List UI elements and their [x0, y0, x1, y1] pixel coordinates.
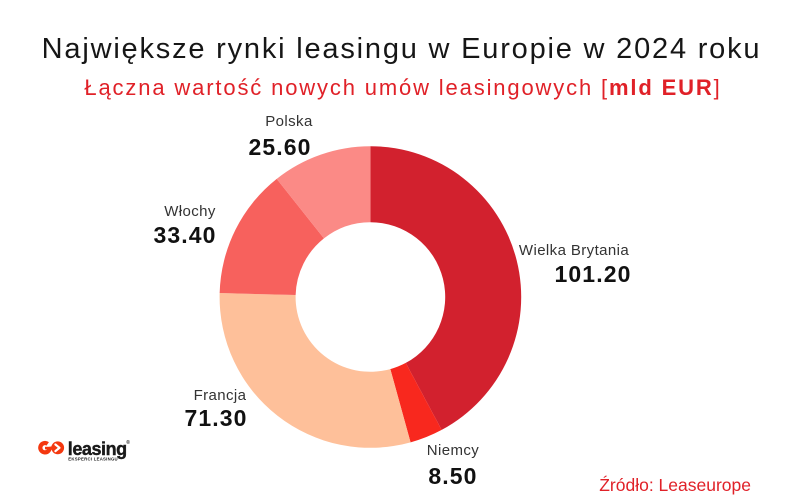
svg-text:®: ® — [126, 439, 130, 446]
svg-text:leasing: leasing — [68, 439, 127, 459]
svg-text:EKSPERCI LEASINGU: EKSPERCI LEASINGU — [68, 456, 118, 461]
